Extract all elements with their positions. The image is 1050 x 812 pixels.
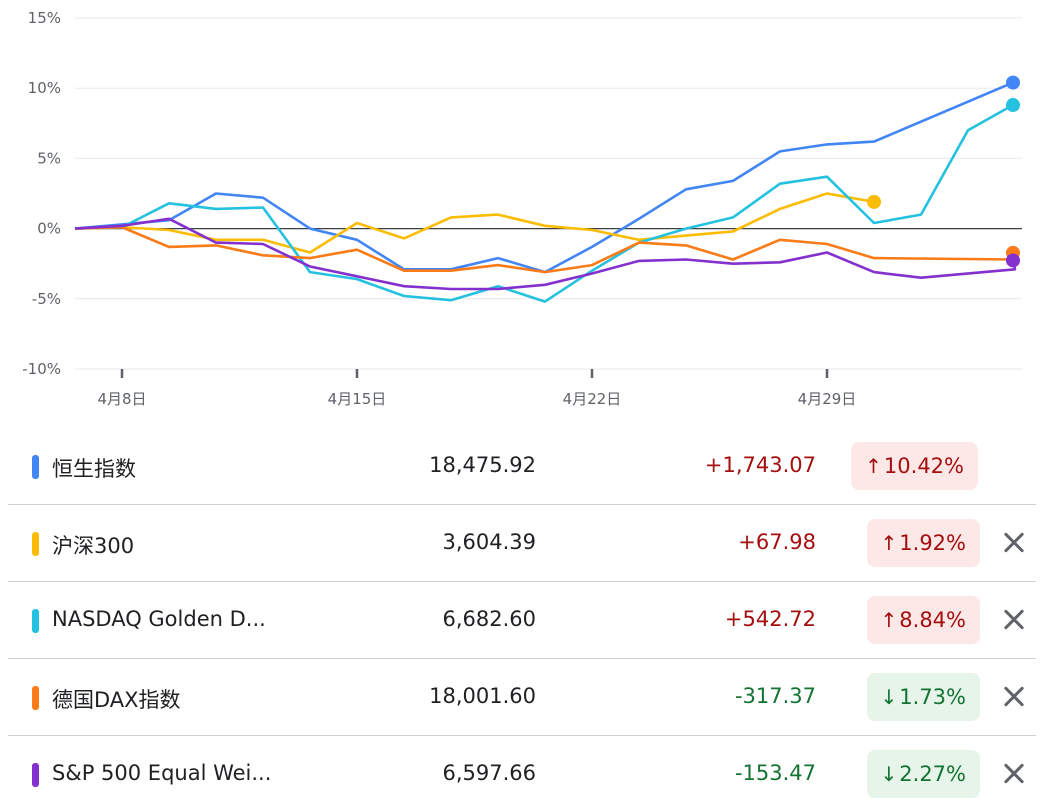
series-line-4	[74, 217, 1017, 291]
legend-row[interactable]: 沪深300 3,604.39 +67.98 ↑ 1.92%	[8, 505, 1036, 582]
y-tick-label: -5%	[32, 290, 61, 308]
series-line-0	[74, 81, 1014, 274]
legend-row[interactable]: NASDAQ Golden D... 6,682.60 +542.72 ↑ 8.84%	[8, 582, 1036, 659]
x-tick-label: 4月29日	[798, 390, 857, 408]
y-tick-label: 15%	[28, 9, 61, 27]
series-end-markers	[867, 75, 1020, 268]
legend-row[interactable]: S&P 500 Equal Wei... 6,597.66 -153.47 ↓ 2.27…	[8, 736, 1036, 812]
series-color-swatch	[32, 763, 39, 787]
series-color-swatch	[32, 532, 39, 556]
series-name: 恒生指数	[52, 457, 136, 481]
percent-change-value: 1.73%	[899, 685, 966, 709]
series-end-dot-4	[1006, 253, 1020, 268]
x-tick-label: 4月15日	[328, 390, 387, 408]
series-price: 3,604.39	[442, 530, 536, 554]
y-tick-label: 0%	[37, 220, 61, 238]
series-name: NASDAQ Golden D...	[52, 607, 266, 631]
series-lines	[74, 81, 1017, 303]
series-line-2	[74, 103, 1014, 303]
series-price: 18,001.60	[429, 684, 536, 708]
series-color-swatch	[32, 455, 39, 479]
series-color-swatch	[32, 609, 39, 633]
percent-change-value: 10.42%	[883, 454, 964, 478]
legend-row[interactable]: 恒生指数 18,475.92 +1,743.07 ↑ 10.42%	[8, 428, 1036, 505]
remove-comparison-close-icon[interactable]	[996, 679, 1032, 715]
remove-comparison-close-icon[interactable]	[996, 525, 1032, 561]
series-color-swatch	[32, 686, 39, 710]
x-tick-label: 4月22日	[563, 390, 622, 408]
y-tick-label: 10%	[28, 79, 61, 97]
series-name: 沪深300	[52, 534, 135, 558]
series-change: +542.72	[724, 607, 816, 631]
arrow-down-icon: ↓	[880, 762, 898, 786]
remove-comparison-close-icon[interactable]	[996, 756, 1032, 792]
comparison-legend-list: 恒生指数 18,475.92 +1,743.07 ↑ 10.42% 沪深300 3,604.…	[8, 428, 1036, 812]
percent-change-badge: ↑ 1.92%	[866, 519, 980, 567]
series-change: +1,743.07	[704, 453, 816, 477]
series-end-dot-1	[867, 194, 881, 209]
y-axis-ticks: 15% 10% 5% 0% -5% -10%	[22, 9, 61, 378]
series-end-dot-0	[1006, 75, 1020, 90]
percent-change-badge: ↓ 2.27%	[866, 750, 980, 798]
comparison-line-chart: 15% 10% 5% 0% -5% -10% 4月8日 4月15日 4月22日 4月29日	[22, 9, 1022, 408]
remove-comparison-close-icon[interactable]	[996, 602, 1032, 638]
series-price: 6,682.60	[442, 607, 536, 631]
arrow-down-icon: ↓	[880, 685, 898, 709]
series-line-3	[74, 225, 1017, 274]
percent-change-badge: ↑ 10.42%	[851, 442, 978, 490]
legend-row[interactable]: 德国DAX指数 18,001.60 -317.37 ↓ 1.73%	[8, 659, 1036, 736]
y-tick-label: 5%	[37, 149, 61, 167]
x-axis-ticks: 4月8日 4月15日 4月22日 4月29日	[97, 369, 856, 408]
percent-change-value: 8.84%	[899, 608, 966, 632]
series-name: S&P 500 Equal Wei...	[52, 761, 272, 785]
series-change: +67.98	[738, 530, 816, 554]
series-change: -153.47	[734, 761, 816, 785]
percent-change-badge: ↑ 8.84%	[866, 596, 980, 644]
series-name: 德国DAX指数	[52, 688, 181, 712]
series-price: 6,597.66	[442, 761, 536, 785]
series-change: -317.37	[734, 684, 816, 708]
arrow-up-icon: ↑	[880, 608, 898, 632]
percent-change-value: 2.27%	[899, 762, 966, 786]
series-price: 18,475.92	[429, 453, 536, 477]
y-tick-label: -10%	[22, 360, 61, 378]
x-tick-label: 4月8日	[97, 390, 146, 408]
arrow-up-icon: ↑	[880, 531, 898, 555]
percent-change-value: 1.92%	[899, 531, 966, 555]
series-end-dot-2	[1006, 98, 1020, 113]
percent-change-badge: ↓ 1.73%	[866, 673, 980, 721]
arrow-up-icon: ↑	[865, 454, 882, 478]
